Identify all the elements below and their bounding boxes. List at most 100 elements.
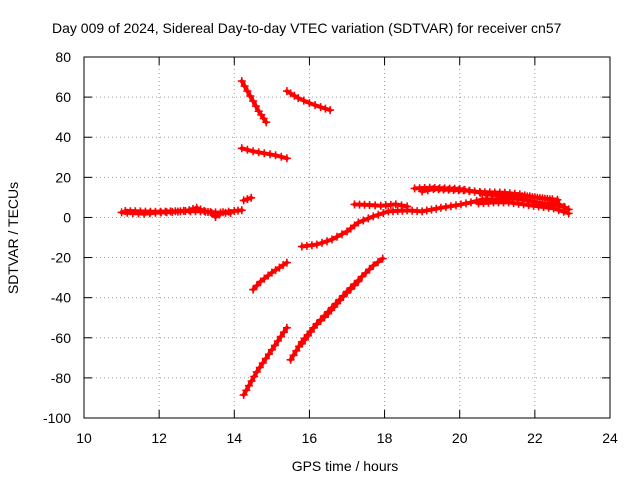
- series-arc-2: [121, 207, 235, 217]
- data-point: [282, 154, 291, 163]
- data-point: [252, 281, 261, 290]
- data-point: [243, 145, 252, 154]
- data-point: [294, 94, 303, 103]
- data-point: [258, 359, 267, 367]
- data-point: [266, 150, 274, 159]
- data-point: [559, 207, 568, 216]
- grid: [84, 57, 610, 418]
- data-point: [316, 315, 325, 324]
- x-tick-label: 20: [452, 430, 468, 446]
- y-tick-label: 60: [55, 89, 71, 105]
- data-point: [364, 214, 373, 223]
- data-point: [243, 87, 252, 96]
- data-point: [240, 82, 249, 91]
- data-point: [246, 92, 255, 101]
- series-arc-7: [249, 258, 291, 294]
- data-point: [422, 206, 431, 215]
- series-arc-10: [297, 254, 387, 348]
- data-point: [418, 187, 427, 196]
- y-tick-label: -100: [43, 410, 71, 426]
- data-point: [423, 186, 432, 195]
- data-point: [316, 103, 325, 112]
- data-point: [260, 149, 269, 158]
- y-axis-label: SDTVAR / TECUs: [5, 182, 21, 294]
- data-point: [470, 187, 479, 196]
- data-point: [320, 311, 329, 320]
- data-point: [282, 323, 291, 332]
- x-tick-label: 12: [151, 430, 167, 446]
- series-arc-5: [237, 144, 291, 163]
- data-point: [252, 367, 261, 376]
- data-point: [311, 101, 320, 110]
- data-point: [467, 198, 475, 207]
- data-point: [333, 232, 341, 241]
- ticks: 10 12 14 16 18 20 22 24 -100 -80 -60 -40 -20 0 20 40 60 8…: [43, 49, 618, 446]
- data-point: [264, 350, 273, 359]
- data-point: [476, 188, 485, 197]
- data-point: [273, 337, 282, 345]
- data-point: [391, 200, 400, 209]
- data-point: [457, 200, 465, 209]
- data-point: [432, 204, 441, 213]
- plot-frame: [83, 56, 611, 419]
- data-point: [369, 212, 378, 221]
- series-arc-14: [474, 198, 573, 218]
- data-point: [282, 258, 291, 267]
- x-tick-label: 10: [76, 430, 92, 446]
- data-point: [338, 230, 346, 239]
- y-tick-label: 40: [55, 129, 71, 145]
- series-arc-4: [237, 77, 271, 127]
- x-tick-label: 22: [527, 430, 543, 446]
- chart-title: Day 009 of 2024, Sidereal Day-to-day VTE…: [52, 20, 562, 36]
- data-point: [365, 265, 374, 274]
- data-point: [239, 196, 248, 205]
- series-arc-15: [418, 185, 562, 204]
- data-point: [249, 285, 258, 294]
- series-arc-8: [239, 323, 291, 399]
- data-point: [277, 152, 286, 161]
- x-tick-label: 16: [302, 430, 318, 446]
- y-tick-label: 80: [55, 49, 71, 65]
- data-point: [249, 97, 258, 106]
- data-point: [335, 295, 344, 304]
- data-point: [247, 377, 256, 386]
- data-point: [237, 144, 246, 153]
- y-tick-label: 0: [63, 209, 71, 225]
- data-point: [250, 372, 259, 381]
- data-point: [358, 272, 366, 281]
- data-point: [251, 102, 260, 111]
- series-arc-12: [350, 200, 412, 211]
- data-point: [346, 283, 355, 292]
- data-point: [403, 202, 412, 211]
- data-point: [243, 195, 252, 204]
- x-tick-label: 24: [602, 430, 618, 446]
- data-point: [427, 205, 436, 214]
- data-point: [378, 254, 387, 263]
- data-point: [262, 118, 271, 127]
- data-point: [369, 261, 378, 270]
- y-tick-label: 20: [55, 169, 71, 185]
- data-point: [312, 319, 321, 328]
- data-point: [309, 323, 318, 332]
- data-point: [549, 204, 558, 213]
- data-point: [239, 390, 248, 399]
- data-point: [305, 99, 314, 108]
- y-tick-label: -20: [51, 250, 71, 266]
- data-point: [299, 96, 308, 105]
- data-point: [452, 201, 460, 210]
- data-point: [328, 235, 336, 244]
- data-point: [350, 280, 359, 289]
- y-tick-label: -80: [51, 370, 71, 386]
- data-point: [379, 209, 388, 218]
- data-point: [242, 386, 251, 395]
- data-point: [354, 276, 363, 285]
- data-point: [271, 151, 280, 160]
- data-point: [286, 355, 295, 364]
- data-point: [553, 195, 562, 204]
- series-trace: [241, 325, 289, 397]
- data-point: [462, 199, 470, 208]
- data-point: [249, 147, 258, 156]
- data-point: [326, 106, 335, 115]
- series-arc-6: [282, 87, 335, 115]
- data-point: [244, 381, 253, 390]
